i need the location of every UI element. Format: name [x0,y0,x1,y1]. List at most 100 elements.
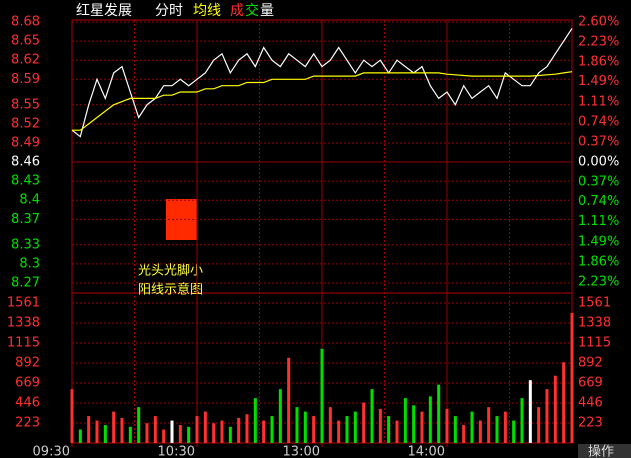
volume-bar [470,411,474,443]
volume-bar [328,407,332,443]
volume-bar [395,420,399,443]
volume-bar [153,416,157,443]
volume-bar [270,416,274,443]
volume-bar [412,405,416,443]
y2-tick-label: 1.11% [578,214,619,229]
volume-tick-label-right: 1115 [578,335,611,350]
volume-bar [545,389,549,443]
volume-tick-label: 223 [15,415,40,430]
legend-price: 分时 [155,3,183,19]
y2-tick-label: 1.49% [578,235,619,250]
volume-bar [445,408,449,443]
volume-bar [253,398,257,443]
legend-avg: 均线 [193,3,221,19]
volume-bar [237,417,241,443]
volume-tick-label: 1338 [7,315,40,330]
annotation: 阳线示意图 [138,282,203,298]
legend-volume: 交 [245,2,259,19]
y2-tick-label: 2.23% [578,34,619,49]
volume-bar [78,429,82,443]
y2-tick-label: 0.74% [578,115,619,130]
volume-bar [287,357,291,443]
volume-bar [312,416,316,443]
y-tick-label: 8.37 [11,212,40,227]
operate-button[interactable] [578,444,631,458]
volume-bar [345,416,349,443]
volume-bar [212,423,216,443]
y2-tick-label: 0.37% [578,135,619,150]
y-tick-label: 8.3 [19,256,40,271]
volume-tick-label: 1115 [7,335,40,350]
volume-tick-label: 446 [15,395,40,410]
y2-tick-label: 0.37% [578,174,619,189]
y-tick-label: 8.68 [11,15,40,30]
volume-bar [562,362,566,443]
volume-bar [420,411,424,443]
volume-bar [103,425,107,443]
y-tick-label: 8.46 [11,155,40,170]
volume-bar [162,429,166,443]
volume-tick-label-right: 223 [578,415,603,430]
y2-tick-label: 0.74% [578,194,619,209]
volume-bar [145,423,149,443]
volume-bar [437,384,441,443]
volume-bar [170,420,174,443]
volume-bar [528,380,532,443]
volume-bar [112,411,116,443]
volume-tick-label: 1561 [7,295,40,310]
volume-bar [278,389,282,443]
volume-bar [95,420,99,443]
y2-tick-label: 0.00% [578,154,619,169]
volume-bar [553,375,557,443]
volume-bar [453,416,457,443]
volume-tick-label: 669 [15,375,40,390]
legend-volume: 量 [260,3,274,19]
volume-bar [362,402,366,443]
volume-bar [178,425,182,443]
volume-bar [203,411,207,443]
volume-tick-label-right: 669 [578,375,603,390]
volume-bar [495,416,499,443]
y-tick-label: 8.62 [11,53,40,68]
volume-bar [187,426,191,443]
average-line [72,71,573,131]
volume-bar [428,396,432,443]
volume-tick-label-right: 892 [578,355,603,370]
volume-bar [378,408,382,443]
volume-bar [87,416,91,443]
y-tick-label: 8.43 [11,174,40,189]
x-tick-label: 14:00 [408,445,445,458]
x-tick-label: 10:30 [158,445,195,458]
y-tick-label: 8.55 [11,97,40,112]
volume-bar [512,420,516,443]
volume-bar [120,417,124,443]
volume-bar [503,411,507,443]
volume-bar [403,398,407,443]
volume-tick-label-right: 1338 [578,315,611,330]
volume-bar [462,425,466,443]
volume-bar [520,398,524,443]
y2-tick-label: 2.23% [578,274,619,289]
y-tick-label: 8.59 [11,72,40,87]
volume-bar [537,407,541,443]
y2-tick-label: 1.86% [578,255,619,270]
volume-bar [487,407,491,443]
stock-name: 红星发展 [76,3,132,19]
operate-button-label[interactable]: 操作 [588,444,614,458]
volume-bar [478,420,482,443]
volume-bar [337,420,341,443]
x-tick-label: 09:30 [33,445,70,458]
y2-tick-label: 1.49% [578,74,619,89]
y-tick-label: 8.33 [11,237,40,252]
volume-bar [228,426,232,443]
volume-bar [245,414,249,443]
y2-tick-label: 1.86% [578,54,619,69]
legend-volume: 成 [230,3,244,19]
volume-tick-label: 892 [15,355,40,370]
y2-tick-label: 2.60% [578,15,619,30]
volume-bar [320,348,324,443]
y-tick-label: 8.52 [11,116,40,131]
volume-tick-label-right: 446 [578,395,603,410]
